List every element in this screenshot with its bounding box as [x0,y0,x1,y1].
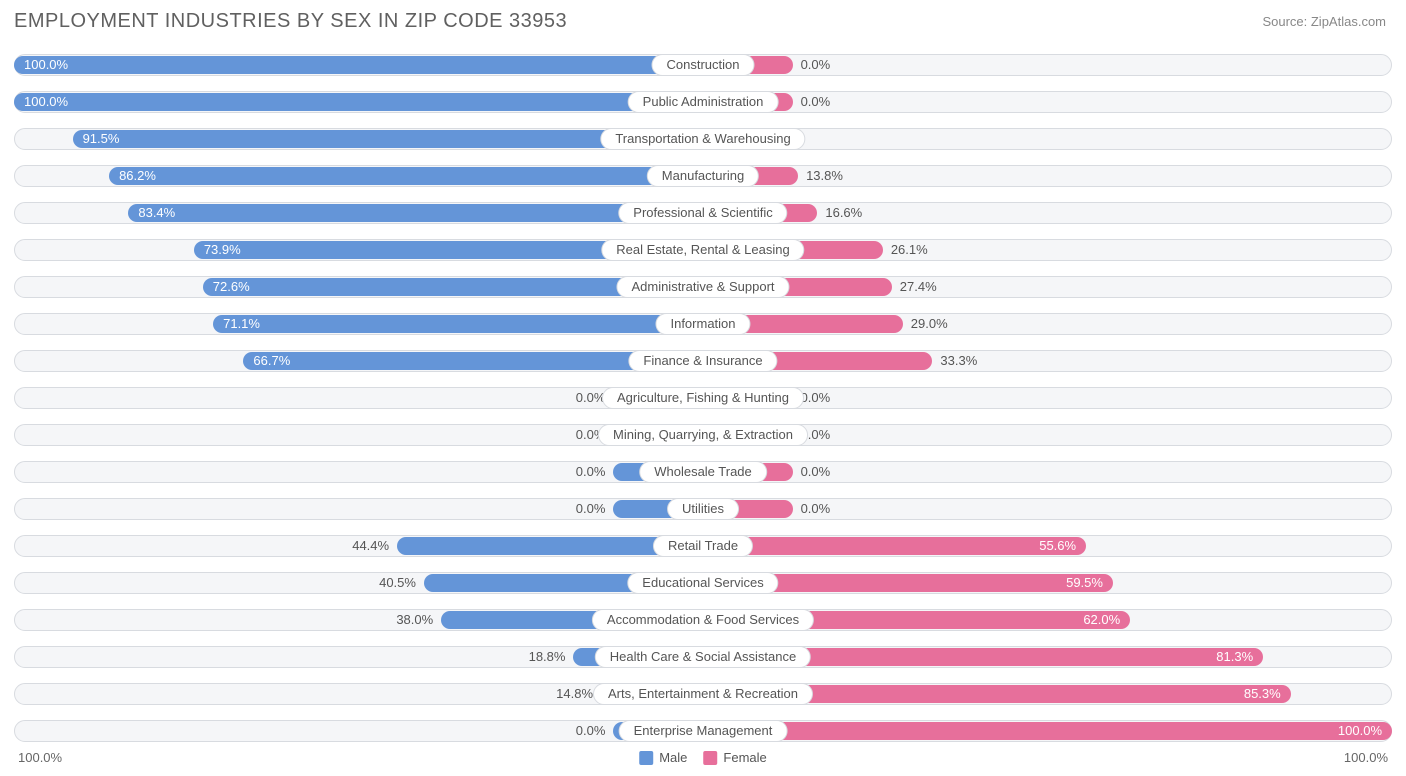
axis-right-label: 100.0% [1344,750,1388,765]
category-label: Wholesale Trade [639,461,767,483]
category-label: Accommodation & Food Services [592,609,814,631]
female-pct-label: 33.3% [932,352,977,370]
male-pct-label: 0.0% [576,500,614,518]
source-attribution: Source: ZipAtlas.com [1262,14,1386,29]
chart-row: 91.5%8.5%Transportation & Warehousing [14,122,1392,156]
male-pct-label: 40.5% [379,574,424,592]
male-pct-label: 0.0% [576,722,614,740]
female-bar [703,537,1086,555]
chart-row: 100.0% 0.0% Public Administration [14,85,1392,119]
chart-row: 18.8% 81.3% Health Care & Social Assistanc… [14,640,1392,674]
legend-male-label: Male [659,750,687,765]
male-pct-label: 38.0% [396,611,441,629]
category-label: Enterprise Management [619,720,788,742]
male-pct-label: 66.7% [243,352,290,370]
category-label: Professional & Scientific [618,202,787,224]
male-bar [213,315,703,333]
legend: Male Female [639,750,767,765]
category-label: Finance & Insurance [628,350,777,372]
legend-female-label: Female [723,750,766,765]
category-label: Utilities [667,498,739,520]
female-pct-label: 13.8% [798,167,843,185]
axis-left-label: 100.0% [18,750,62,765]
female-pct-label: 62.0% [1083,611,1130,629]
male-pct-label: 73.9% [194,241,241,259]
male-pct-label: 18.8% [529,648,574,666]
category-label: Agriculture, Fishing & Hunting [602,387,804,409]
chart-row: 44.4% 55.6% Retail Trade [14,529,1392,563]
male-bar [14,56,703,74]
female-pct-label: 0.0% [793,56,831,74]
category-label: Information [655,313,750,335]
female-pct-label: 59.5% [1066,574,1113,592]
female-pct-label: 27.4% [892,278,937,296]
category-label: Real Estate, Rental & Leasing [601,239,804,261]
female-pct-label: 29.0% [903,315,948,333]
chart-row: 40.5% 59.5% Educational Services [14,566,1392,600]
chart-row: 14.8%85.3%Arts, Entertainment & Recreati… [14,677,1392,711]
category-label: Administrative & Support [616,276,789,298]
category-label: Manufacturing [647,165,759,187]
male-pct-label: 0.0% [576,463,614,481]
chart-row: 0.0%0.0%Agriculture, Fishing & Hunting [14,381,1392,415]
male-pct-label: 100.0% [14,56,68,74]
male-bar [128,204,703,222]
chart-row: 86.2% 13.8% Manufacturing [14,159,1392,193]
female-pct-label: 26.1% [883,241,928,259]
chart-row: 66.7% 33.3% Finance & Insurance [14,344,1392,378]
female-pct-label: 16.6% [817,204,862,222]
chart-row: 38.0% 62.0% Accommodation & Food Services [14,603,1392,637]
male-pct-label: 71.1% [213,315,260,333]
female-pct-label: 0.0% [793,463,831,481]
chart-row: 0.0% 0.0% Utilities [14,492,1392,526]
female-pct-label: 100.0% [1338,722,1392,740]
chart-row: 0.0% 0.0% Wholesale Trade [14,455,1392,489]
category-label: Health Care & Social Assistance [595,646,811,668]
chart-row: 0.0% 100.0% Enterprise Management [14,714,1392,748]
chart-row: 72.6% 27.4% Administrative & Support [14,270,1392,304]
male-swatch [639,751,653,765]
chart-row: 100.0% 0.0% Construction [14,48,1392,82]
male-pct-label: 100.0% [14,93,68,111]
axis: 100.0% Male Female 100.0% [14,750,1392,770]
male-pct-label: 91.5% [73,130,120,148]
female-pct-label: 0.0% [793,93,831,111]
female-bar [703,722,1392,740]
female-pct-label: 0.0% [793,500,831,518]
chart-area: 100.0% 0.0% Construction 100.0% 0.0% Public A… [14,48,1392,746]
female-pct-label: 81.3% [1216,648,1263,666]
chart-title: EMPLOYMENT INDUSTRIES BY SEX IN ZIP CODE… [14,10,567,33]
category-label: Transportation & Warehousing [600,128,805,150]
category-label: Construction [652,54,755,76]
male-bar [14,93,703,111]
legend-male: Male [639,750,687,765]
female-pct-label: 85.3% [1244,685,1291,703]
female-swatch [703,751,717,765]
chart-row: 71.1% 29.0% Information [14,307,1392,341]
chart-row: 0.0%0.0%Mining, Quarrying, & Extraction [14,418,1392,452]
male-pct-label: 72.6% [203,278,250,296]
chart-row: 73.9% 26.1% Real Estate, Rental & Leasing [14,233,1392,267]
category-label: Public Administration [628,91,779,113]
male-pct-label: 86.2% [109,167,156,185]
legend-female: Female [703,750,766,765]
male-pct-label: 44.4% [352,537,397,555]
category-label: Mining, Quarrying, & Extraction [598,424,808,446]
category-label: Educational Services [627,572,778,594]
chart-row: 83.4% 16.6% Professional & Scientific [14,196,1392,230]
category-label: Arts, Entertainment & Recreation [593,683,813,705]
category-label: Retail Trade [653,535,753,557]
female-pct-label: 55.6% [1039,537,1086,555]
male-bar [109,167,703,185]
male-pct-label: 83.4% [128,204,175,222]
